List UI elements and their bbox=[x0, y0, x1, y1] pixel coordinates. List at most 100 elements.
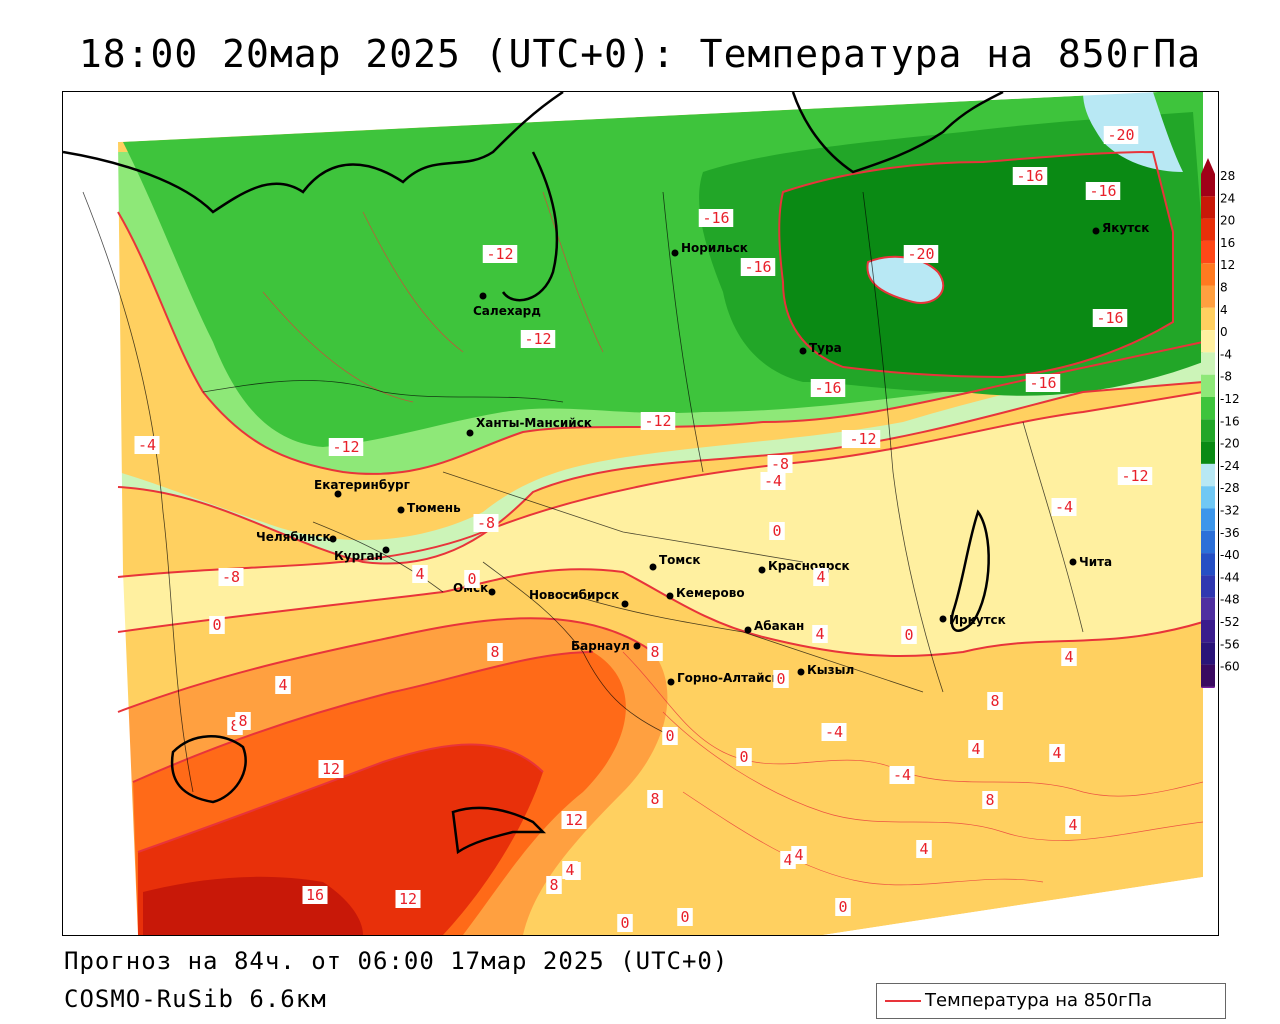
colorbar-swatch bbox=[1201, 307, 1215, 331]
colorbar-tick-label: -60 bbox=[1220, 660, 1240, 674]
isoline-label: 8 bbox=[650, 643, 659, 661]
legend-label: Температура на 850гПа bbox=[925, 990, 1153, 1011]
colorbar-swatch bbox=[1201, 508, 1215, 531]
isoline-label: 16 bbox=[306, 886, 324, 904]
colorbar-swatch bbox=[1201, 530, 1215, 554]
colorbar-tick-label: 20 bbox=[1220, 214, 1235, 228]
isoline-label: -12 bbox=[524, 330, 551, 348]
isoline-label: -4 bbox=[1055, 498, 1073, 516]
isoline-label: 12 bbox=[399, 890, 417, 908]
isoline-label: 4 bbox=[415, 565, 424, 583]
isoline-label: 0 bbox=[904, 626, 913, 644]
field-4 bbox=[118, 392, 1203, 657]
svg-text:Красноярск: Красноярск bbox=[768, 559, 850, 573]
city-chelyabinsk: Челябинск bbox=[256, 530, 337, 544]
colorbar-tick-label: -36 bbox=[1220, 526, 1240, 540]
isoline-label: -16 bbox=[1096, 309, 1123, 327]
city-ekaterinburg: Екатеринбург bbox=[314, 478, 410, 498]
isoline-label: 4 bbox=[919, 840, 928, 858]
colorbar-tick-label: -16 bbox=[1220, 414, 1240, 428]
isoline-label: 0 bbox=[772, 522, 781, 540]
colorbar-tick-label: 0 bbox=[1220, 325, 1228, 339]
city-abakan: Абакан bbox=[744, 619, 804, 634]
city-norilsk: Норильск bbox=[671, 241, 748, 257]
isoline-label: 4 bbox=[783, 851, 792, 869]
city-barnaul: Барнаул bbox=[571, 639, 641, 653]
isolines bbox=[117, 150, 1204, 853]
cities: Норильск Якутск Салехард Тура Ханты-Манс… bbox=[256, 221, 1149, 686]
colorbar-swatch bbox=[1201, 419, 1215, 442]
colorbar: 28 24 20 16 12 8 4 0 -4 -8 -12 -16 -20 -24 -28 -32 -36 -4… bbox=[1201, 158, 1240, 688]
city-gorno-altaysk: Горно-Алтайск bbox=[667, 671, 780, 686]
isoline-label: 0 bbox=[665, 727, 674, 745]
isoline-label: 12 bbox=[322, 760, 340, 778]
colorbar-swatch bbox=[1201, 620, 1215, 643]
isoline-label: 4 bbox=[815, 625, 824, 643]
colorbar-swatch bbox=[1201, 196, 1215, 219]
svg-text:Курган: Курган bbox=[334, 549, 383, 563]
colorbar-tick-label: 8 bbox=[1220, 281, 1228, 295]
isoline-label: -12 bbox=[486, 245, 513, 263]
isoline-label: 4 bbox=[971, 740, 980, 758]
colorbar-swatch bbox=[1201, 441, 1215, 464]
colorbar-arrow-bottom bbox=[1201, 686, 1215, 688]
isoline-label: -16 bbox=[814, 379, 841, 397]
city-yakutsk: Якутск bbox=[1092, 221, 1149, 235]
colorbar-tick-label: -28 bbox=[1220, 481, 1240, 495]
city-chita: Чита bbox=[1069, 555, 1112, 569]
isoline-label: -20 bbox=[907, 245, 934, 263]
colorbar-swatch bbox=[1201, 174, 1215, 197]
city-salekhard: Салехард bbox=[473, 292, 541, 318]
colorbar-swatch bbox=[1201, 285, 1215, 308]
colorbar-tick-label: 4 bbox=[1220, 303, 1228, 317]
colorbar-tick-label: 16 bbox=[1220, 236, 1235, 250]
colorbar-tick-label: -40 bbox=[1220, 548, 1240, 562]
isoline-label: 12 bbox=[565, 811, 583, 829]
colorbar-tick-label: -12 bbox=[1220, 392, 1240, 406]
model-name: COSMO-RuSib 6.6км bbox=[64, 985, 327, 1013]
city-tomsk: Томск bbox=[649, 553, 701, 571]
colorbar-swatch bbox=[1201, 352, 1215, 375]
colorbar-tick-label: -4 bbox=[1220, 347, 1232, 361]
isoline-label: -8 bbox=[477, 514, 495, 532]
colorbar-swatch bbox=[1201, 463, 1215, 487]
svg-text:Новосибирск: Новосибирск bbox=[529, 588, 619, 602]
isoline-label: 0 bbox=[467, 570, 476, 588]
colorbar-tick-label: 24 bbox=[1220, 191, 1235, 205]
isoline-label: 0 bbox=[838, 898, 847, 916]
colorbar-swatch bbox=[1201, 374, 1215, 397]
isoline-label: -4 bbox=[764, 472, 782, 490]
colorbar-swatch bbox=[1201, 575, 1215, 598]
colorbar-swatch bbox=[1201, 597, 1215, 620]
colorbar-swatch bbox=[1201, 486, 1215, 509]
isoline-label: -16 bbox=[702, 209, 729, 227]
isoline-label: 8 bbox=[230, 717, 239, 735]
isoline-label: -8 bbox=[771, 455, 789, 473]
isoline-label: -12 bbox=[1121, 467, 1148, 485]
isoline-label: 8 bbox=[238, 712, 247, 730]
colorbar-tick-label: -20 bbox=[1220, 437, 1240, 451]
isoline-label: 8 bbox=[990, 692, 999, 710]
isoline-label: 8 bbox=[490, 643, 499, 661]
svg-text:Тура: Тура bbox=[809, 341, 842, 355]
field-m20 bbox=[867, 256, 944, 303]
svg-text:Ханты-Мансийск: Ханты-Мансийск bbox=[476, 416, 592, 430]
colorbar-tick-label: -44 bbox=[1220, 570, 1240, 584]
isoline-label: 4 bbox=[565, 861, 574, 879]
city-kurgan: Курган bbox=[334, 546, 390, 563]
city-khanty: Ханты-Мансийск bbox=[466, 416, 592, 437]
svg-text:Томск: Томск bbox=[659, 553, 701, 567]
colorbar-tick-label: -52 bbox=[1220, 615, 1240, 629]
svg-text:Барнаул: Барнаул bbox=[571, 639, 630, 653]
svg-text:Кемерово: Кемерово bbox=[676, 586, 745, 600]
isoline-label: 4 bbox=[816, 568, 825, 586]
temperature-map: Норильск Якутск Салехард Тура Ханты-Манс… bbox=[63, 92, 1218, 935]
colorbar-tick-label: 28 bbox=[1220, 169, 1235, 183]
colorbar-tick-label: -8 bbox=[1220, 370, 1232, 384]
borders bbox=[82, 191, 1084, 793]
city-krasnoyarsk: Красноярск bbox=[758, 559, 850, 574]
map-title: 18:00 20мар 2025 (UTC+0): Температура на… bbox=[78, 32, 1202, 76]
city-tura: Тура bbox=[799, 341, 842, 355]
isoline-label: -16 bbox=[1089, 182, 1116, 200]
city-novosibirsk: Новосибирск bbox=[529, 588, 629, 608]
